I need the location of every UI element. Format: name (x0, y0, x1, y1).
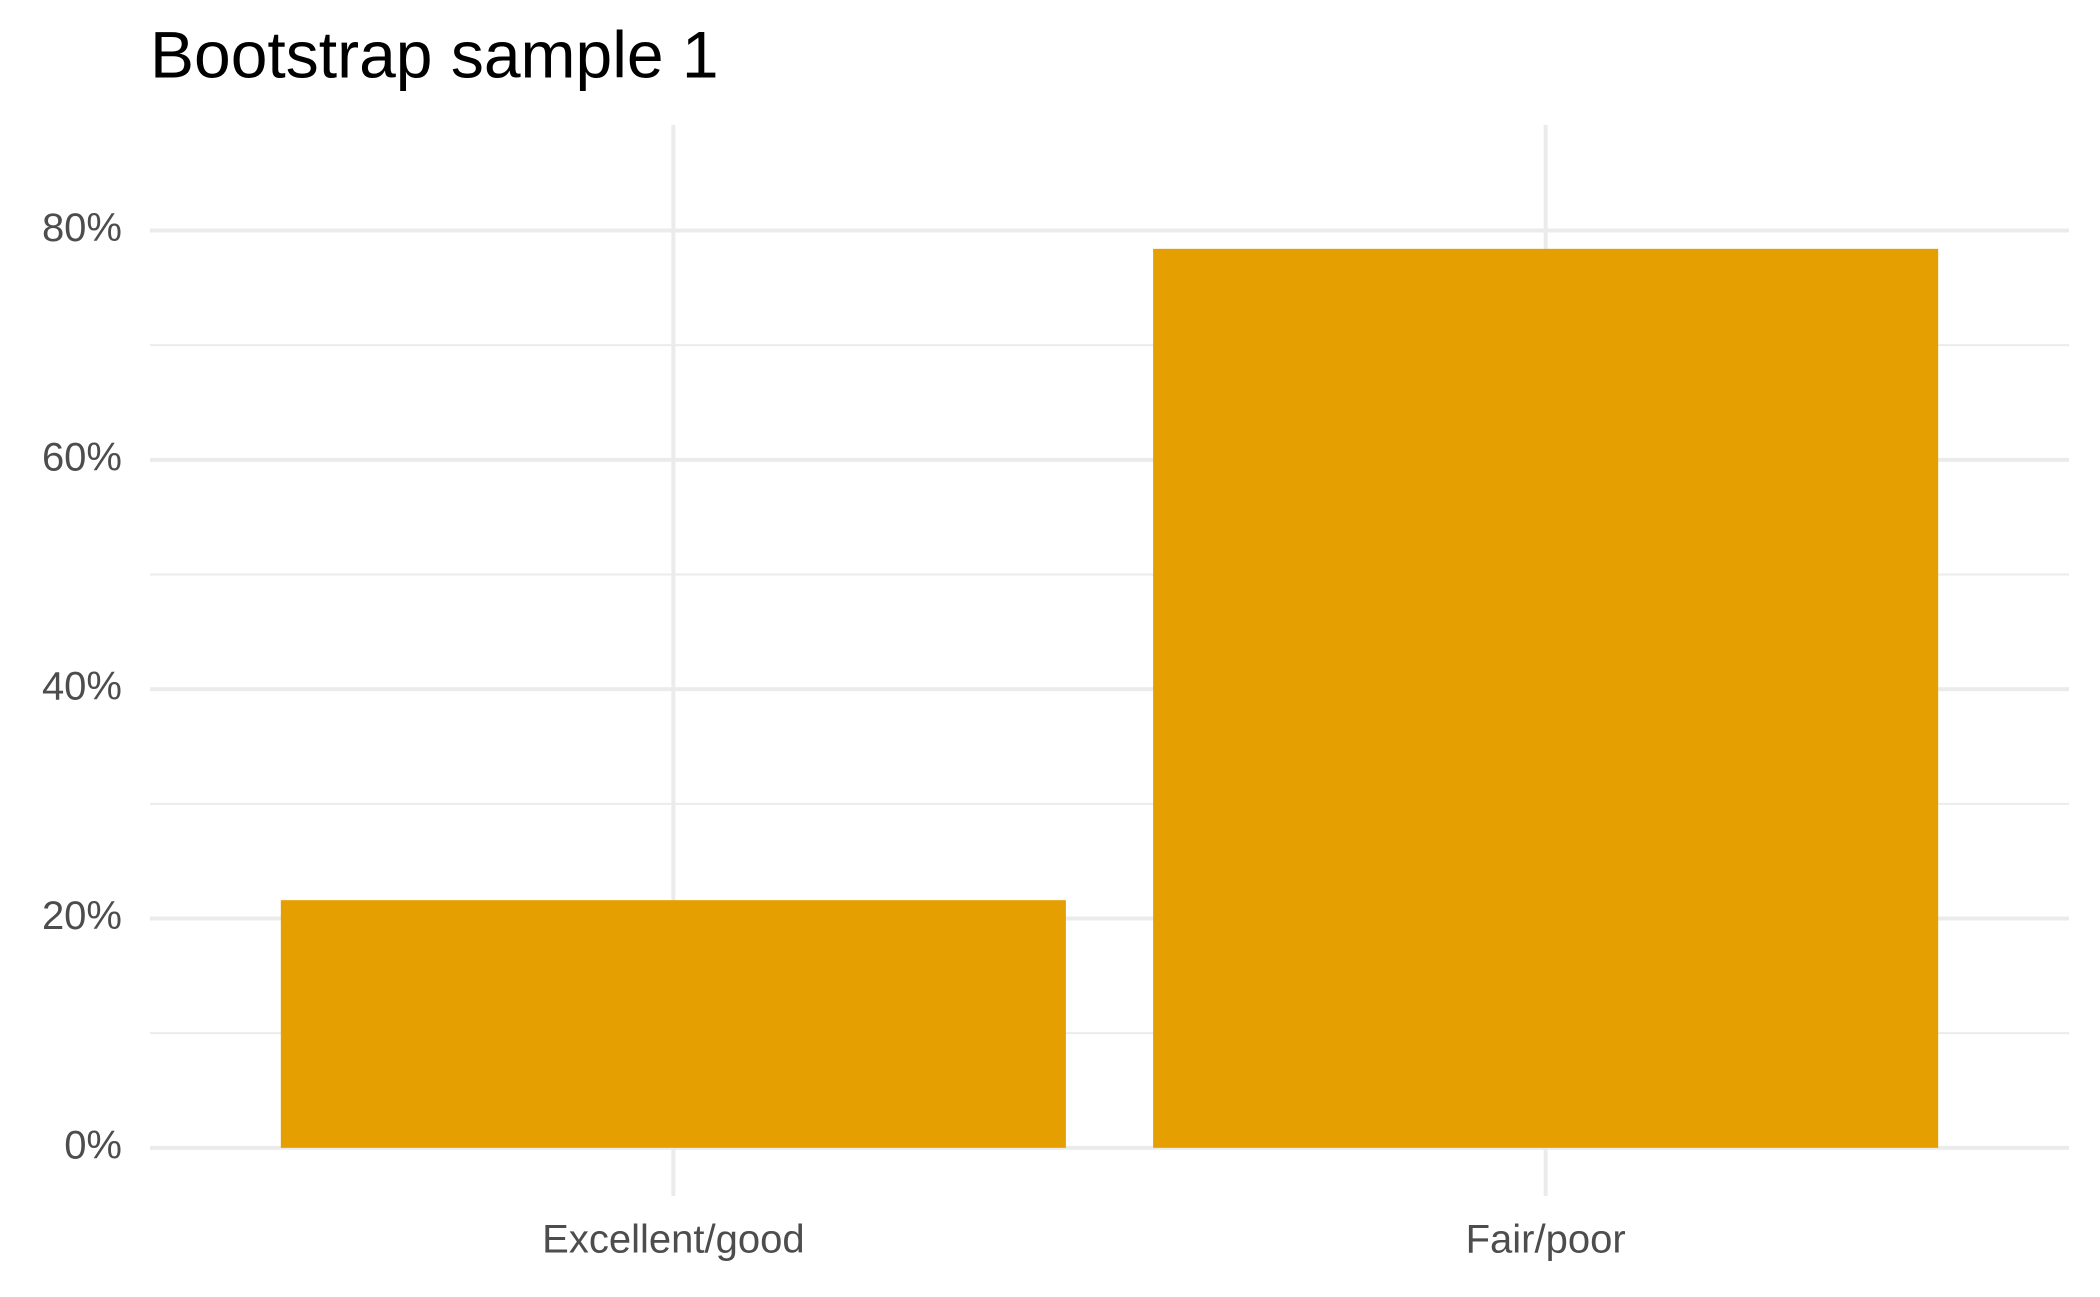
bar (280, 900, 1066, 1148)
y-tick-label: 80% (42, 206, 122, 250)
y-tick-label: 60% (42, 435, 122, 479)
y-tick-label: 40% (42, 665, 122, 709)
x-tick-label: Fair/poor (1466, 1218, 1626, 1262)
y-tick-label: 20% (42, 894, 122, 938)
y-tick-label: 0% (64, 1123, 122, 1167)
x-tick-label: Excellent/good (542, 1218, 804, 1262)
bar (1153, 248, 1939, 1148)
chart-title: Bootstrap sample 1 (150, 17, 719, 91)
